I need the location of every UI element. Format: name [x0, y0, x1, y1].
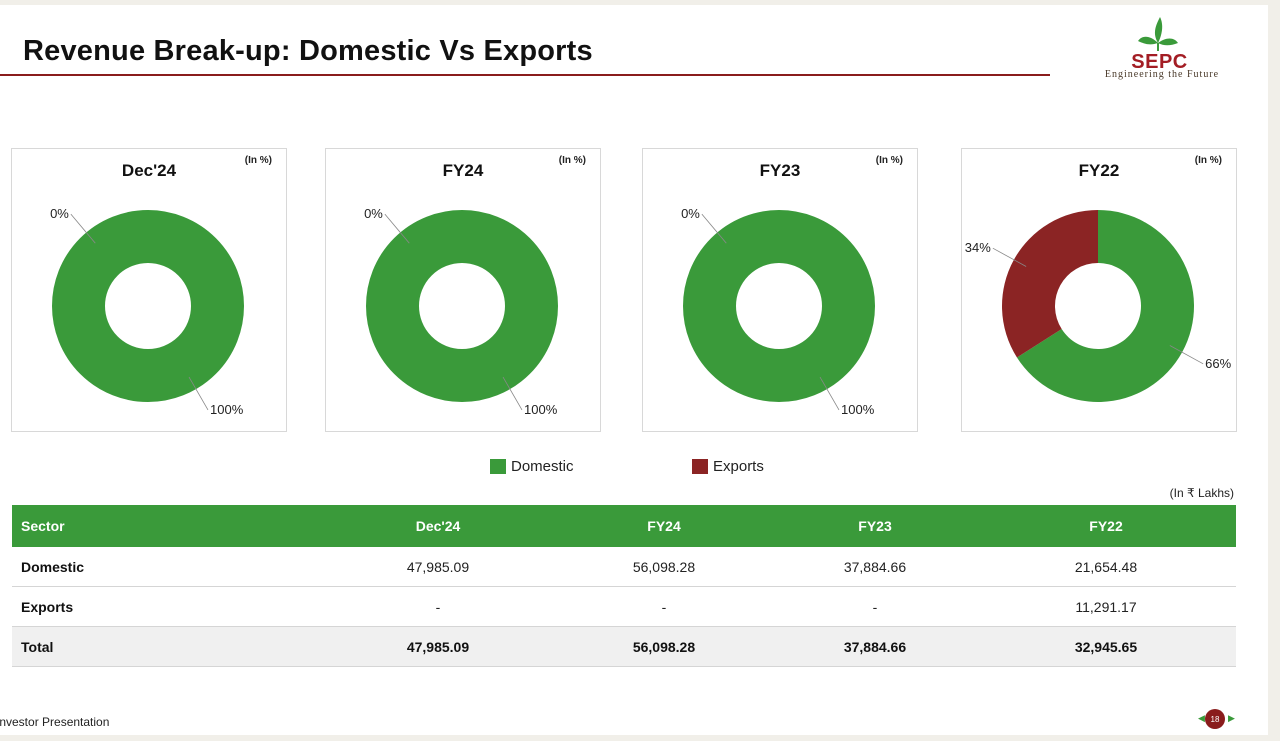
table-header: Dec'24 — [322, 505, 554, 547]
data-label: 66% — [1205, 356, 1231, 371]
table-cell: Domestic — [12, 547, 322, 587]
donut-slice-domestic — [1016, 210, 1194, 402]
prev-page-icon[interactable]: ◀ — [1198, 713, 1205, 723]
next-page-icon[interactable]: ▶ — [1228, 713, 1235, 723]
company-logo: SEPC Engineering the Future — [1082, 13, 1242, 83]
donut-slice-domestic — [52, 210, 244, 402]
table-header: FY23 — [774, 505, 976, 547]
chart-unit: (In %) — [244, 155, 272, 166]
data-label: 0% — [364, 206, 383, 221]
table-cell: 37,884.66 — [774, 547, 976, 587]
legend-item-domestic: Domestic — [490, 458, 574, 475]
title-divider — [0, 74, 1050, 76]
chart-card-dec24: Dec'24 (In %) 100% 0% — [11, 148, 287, 432]
data-label: 100% — [524, 402, 558, 417]
table-header: FY22 — [976, 505, 1236, 547]
donut-slice-domestic — [683, 210, 875, 402]
table-cell: 11,291.17 — [976, 586, 1236, 627]
logo-text: SEPC — [1131, 51, 1188, 73]
table-cell: 56,098.28 — [554, 626, 774, 667]
table-cell: - — [322, 586, 554, 627]
table-cell: 56,098.28 — [554, 547, 774, 587]
chart-card-fy22: FY22 (In %) 66% 34% — [961, 148, 1237, 432]
legend-item-exports: Exports — [692, 458, 764, 475]
legend-label: Exports — [713, 458, 764, 475]
chart-title: FY24 — [442, 161, 484, 180]
data-label: 0% — [50, 206, 69, 221]
data-label: 100% — [841, 402, 875, 417]
leaf-icon — [1138, 17, 1178, 51]
logo-tagline: Engineering the Future — [1104, 69, 1220, 80]
table-cell: 47,985.09 — [322, 547, 554, 587]
chart-title: Dec'24 — [121, 161, 177, 180]
donut-chart: 100% 0% — [681, 206, 875, 417]
label-leader-line — [188, 376, 209, 411]
table-cell: - — [554, 586, 774, 627]
chart-unit: (In %) — [875, 155, 903, 166]
legend-swatch-exports — [692, 459, 708, 474]
table-header: FY24 — [554, 505, 774, 547]
footer-text: Investor Presentation — [0, 715, 110, 729]
table-header-row: Sector Dec'24 FY24 FY23 FY22 — [12, 505, 1236, 547]
label-leader-line — [384, 213, 410, 244]
chart-title: FY23 — [759, 161, 801, 180]
label-leader-line — [992, 247, 1027, 267]
table-cell: 47,985.09 — [322, 626, 554, 667]
table-cell: Exports — [12, 586, 322, 627]
chart-legend: Domestic Exports — [0, 458, 1268, 478]
label-leader-line — [502, 376, 523, 411]
table-cell: Total — [12, 626, 322, 667]
table-row: Exports - - - 11,291.17 — [12, 586, 1236, 627]
legend-swatch-domestic — [490, 459, 506, 474]
table-cell: 21,654.48 — [976, 547, 1236, 587]
donut-chart: 66% 34% — [965, 210, 1232, 402]
table-cell: 37,884.66 — [774, 626, 976, 667]
data-label: 100% — [210, 402, 244, 417]
table-row-total: Total 47,985.09 56,098.28 37,884.66 32,9… — [12, 626, 1236, 667]
chart-title: FY22 — [1078, 161, 1120, 180]
donut-chart: 100% 0% — [50, 206, 244, 417]
label-leader-line — [70, 213, 96, 244]
table-cell: 32,945.65 — [976, 626, 1236, 667]
page-title: Revenue Break-up: Domestic Vs Exports — [23, 35, 593, 67]
label-leader-line — [819, 376, 840, 411]
donut-slice-exports — [1002, 210, 1098, 358]
donut-chart: 100% 0% — [364, 206, 558, 417]
legend-label: Domestic — [511, 458, 574, 475]
revenue-table: Sector Dec'24 FY24 FY23 FY22 Domestic 47… — [12, 505, 1236, 667]
slide: Revenue Break-up: Domestic Vs Exports SE… — [0, 5, 1268, 735]
label-leader-line — [701, 213, 727, 244]
data-label: 0% — [681, 206, 700, 221]
table-cell: - — [774, 586, 976, 627]
donut-slice-domestic — [366, 210, 558, 402]
page-number: 18 — [1205, 709, 1225, 729]
chart-card-fy23: FY23 (In %) 100% 0% — [642, 148, 918, 432]
chart-unit: (In %) — [1194, 155, 1222, 166]
table-row: Domestic 47,985.09 56,098.28 37,884.66 2… — [12, 547, 1236, 587]
table-header: Sector — [12, 505, 322, 547]
data-label: 34% — [965, 240, 991, 255]
chart-card-fy24: FY24 (In %) 100% 0% — [325, 148, 601, 432]
label-leader-line — [1169, 345, 1204, 365]
chart-unit: (In %) — [558, 155, 586, 166]
table-unit: (In ₹ Lakhs) — [1169, 486, 1234, 500]
